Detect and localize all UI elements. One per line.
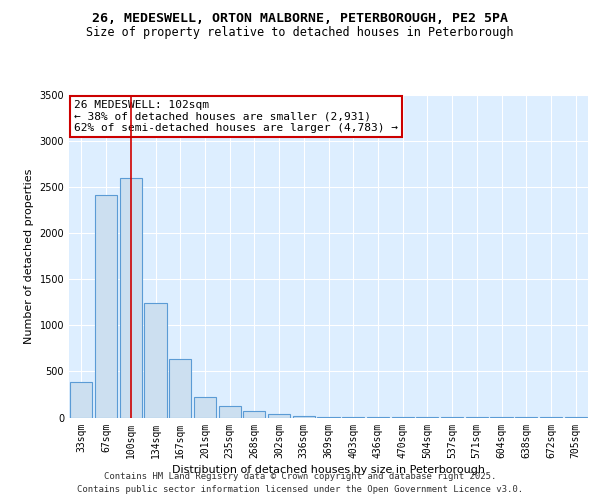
Bar (342, 417, 364, 418)
Bar (317, 416, 340, 418)
Text: 26 MEDESWELL: 102sqm
← 38% of detached houses are smaller (2,931)
62% of semi-de: 26 MEDESWELL: 102sqm ← 38% of detached h… (74, 100, 398, 133)
Bar (218, 406, 241, 417)
Bar (169, 360, 191, 418)
Text: Contains public sector information licensed under the Open Government Licence v3: Contains public sector information licen… (77, 485, 523, 494)
Bar (194, 397, 216, 417)
Bar (293, 416, 315, 418)
Bar (119, 178, 142, 418)
Text: Contains HM Land Registry data © Crown copyright and database right 2025.: Contains HM Land Registry data © Crown c… (104, 472, 496, 481)
X-axis label: Distribution of detached houses by size in Peterborough: Distribution of detached houses by size … (172, 464, 485, 474)
Bar (70, 382, 92, 418)
Bar (145, 303, 167, 418)
Y-axis label: Number of detached properties: Number of detached properties (24, 168, 34, 344)
Bar (243, 410, 265, 418)
Text: Size of property relative to detached houses in Peterborough: Size of property relative to detached ho… (86, 26, 514, 39)
Text: 26, MEDESWELL, ORTON MALBORNE, PETERBOROUGH, PE2 5PA: 26, MEDESWELL, ORTON MALBORNE, PETERBORO… (92, 12, 508, 26)
Bar (95, 194, 117, 418)
Bar (268, 414, 290, 418)
